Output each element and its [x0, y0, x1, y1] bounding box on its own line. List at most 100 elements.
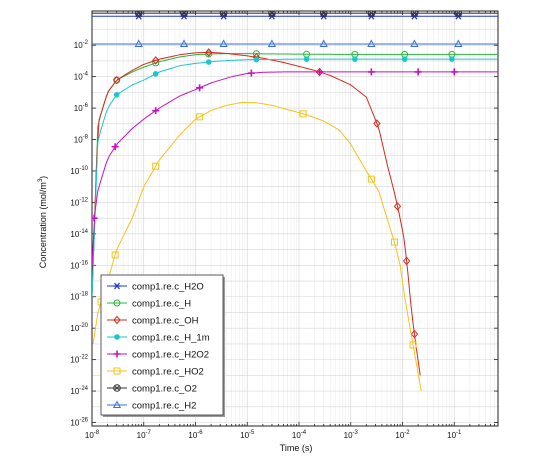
series-comp1.re.c_H2 — [92, 39, 498, 47]
x-tick-label: 10-4 — [292, 430, 307, 440]
legend-box — [100, 274, 224, 416]
y-tick-label-exp: -20 — [79, 323, 88, 329]
series-marker — [180, 11, 188, 17]
series-marker — [367, 175, 375, 183]
series-marker — [299, 110, 307, 118]
legend-label: comp1.re.c_O2 — [132, 384, 197, 395]
x-tick-label-base: 10 — [137, 431, 146, 440]
legend-item: comp1.re.c_O2 — [107, 384, 197, 395]
legend-label: comp1.re.c_HO2 — [132, 367, 204, 378]
series-marker — [315, 67, 324, 77]
y-tick-label-exp: -18 — [79, 292, 88, 298]
x-tick-label-base: 10 — [344, 431, 353, 440]
series-marker — [152, 107, 160, 115]
series-marker — [205, 48, 213, 57]
legend: comp1.re.c_H2O comp1.re.c_H comp1.re.c_OHc… — [100, 274, 225, 417]
series-line — [92, 53, 498, 297]
legend-item: comp1.re.c_HO2 — [107, 367, 204, 378]
series-marker — [367, 11, 376, 17]
x-tick-label: 10-2 — [395, 430, 410, 440]
y-axis-tick-labels: 10-210-410-610-810-1010-1210-1410-1610-1… — [70, 40, 88, 427]
series-marker-cross — [181, 11, 187, 16]
series-line — [92, 71, 498, 266]
series-marker — [449, 56, 455, 62]
series-marker — [205, 59, 212, 65]
y-tick-label-base: 10 — [74, 41, 83, 50]
series-marker — [152, 71, 159, 77]
series-marker — [92, 214, 98, 222]
x-tick-label: 10-7 — [137, 430, 152, 440]
y-tick-label: 10-6 — [74, 103, 89, 113]
series-marker — [390, 238, 398, 246]
y-tick-label: 10-24 — [70, 386, 88, 396]
legend-marker — [113, 367, 121, 375]
x-tick-label-exp: -4 — [301, 430, 307, 436]
y-tick-label-exp: -8 — [83, 135, 89, 141]
y-tick-label-exp: -26 — [79, 418, 88, 424]
series-marker-cross — [455, 11, 461, 16]
x-tick-label-exp: -3 — [353, 430, 359, 436]
y-tick-label-exp: -24 — [79, 386, 88, 392]
x-tick-label: 10-3 — [344, 430, 359, 440]
series-marker-cross — [411, 11, 418, 16]
series-line — [92, 58, 498, 297]
series-marker — [219, 11, 228, 17]
series-marker-cross — [269, 11, 275, 16]
series-marker — [401, 56, 408, 62]
series-marker — [196, 113, 204, 121]
series-marker — [268, 11, 276, 17]
data-series — [92, 11, 498, 392]
legend-label: comp1.re.c_OH — [132, 316, 199, 327]
legend-item: comp1.re.c_H_1m — [107, 333, 210, 344]
legend-item: comp1.re.c_H2 — [107, 400, 196, 412]
x-tick-label-exp: -8 — [94, 430, 100, 436]
legend-marker — [113, 282, 121, 290]
y-tick-label-base: 10 — [74, 73, 83, 82]
x-tick-label-exp: -6 — [197, 430, 203, 436]
series-comp1.re.c_H2O2 — [92, 68, 498, 266]
legend-marker-cross — [114, 385, 120, 391]
y-tick-label-base: 10 — [70, 419, 79, 428]
y-tick-label: 10-2 — [74, 40, 89, 50]
series-marker — [196, 84, 204, 92]
series-marker — [134, 11, 143, 17]
legend-marker — [113, 315, 121, 325]
series-marker-cross — [321, 11, 327, 16]
series-marker — [134, 39, 143, 47]
y-tick-label-exp: -6 — [83, 103, 89, 109]
x-tick-label-exp: -1 — [456, 430, 462, 436]
y-tick-label-base: 10 — [70, 356, 79, 365]
series-marker — [319, 11, 328, 17]
y-axis-label-close: ) — [38, 176, 48, 179]
x-axis-tick-labels: 10-8 10-7 10-6 10-5 10-4 10-3 10-2 10-1 — [85, 430, 462, 440]
series-line — [92, 101, 422, 392]
legend-label: comp1.re.c_H2O2 — [132, 350, 209, 361]
y-tick-label-base: 10 — [70, 261, 79, 270]
y-tick-label-base: 10 — [70, 387, 79, 396]
y-tick-label-base: 10 — [74, 136, 83, 145]
series-marker-cross — [368, 11, 374, 16]
legend-label: comp1.re.c_H2 — [132, 401, 196, 412]
x-tick-label-exp: -5 — [249, 430, 255, 436]
x-tick-label-exp: -7 — [146, 430, 152, 436]
x-tick-label-base: 10 — [240, 431, 249, 440]
series-comp1.re.c_O2 — [92, 11, 498, 17]
y-tick-label-exp: -2 — [83, 40, 89, 46]
series-marker — [152, 56, 160, 65]
y-tick-label: 10-26 — [70, 418, 88, 428]
x-tick-label-exp: -2 — [404, 430, 410, 436]
series-marker — [409, 341, 417, 349]
y-tick-label: 10-4 — [74, 72, 89, 82]
series-marker — [410, 11, 419, 17]
y-axis-label-main: Concentration (mol/m — [38, 182, 48, 268]
y-tick-label-base: 10 — [70, 324, 79, 333]
series-marker — [267, 39, 277, 47]
series-marker — [367, 39, 376, 47]
series-marker — [454, 39, 463, 47]
series-marker — [454, 11, 463, 17]
series-marker — [205, 50, 213, 58]
y-tick-label: 10-8 — [74, 135, 89, 145]
x-axis-label: Time (s) — [280, 443, 313, 453]
legend-item: comp1.re.c_H2O — [107, 282, 204, 293]
